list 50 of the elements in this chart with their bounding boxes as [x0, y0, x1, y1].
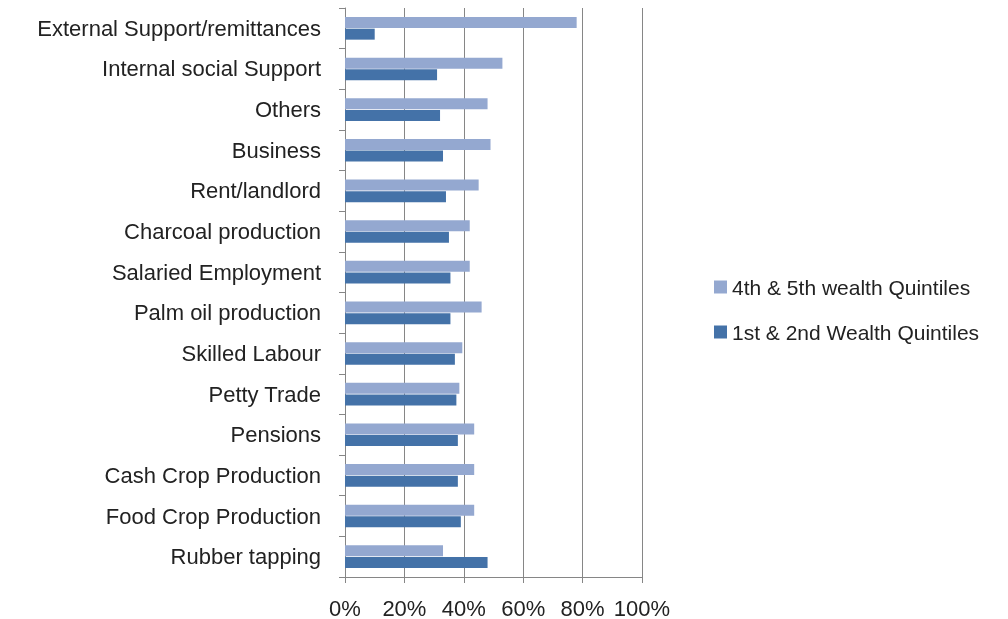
bar: [345, 98, 488, 110]
bar: [345, 557, 488, 569]
bar: [345, 394, 457, 406]
bar: [345, 545, 444, 557]
bar: [345, 464, 475, 476]
y-tick-label: Others: [254, 97, 321, 123]
x-tick-label: 100%: [613, 595, 671, 619]
y-tick-label: Pensions: [230, 422, 321, 448]
bar: [345, 150, 444, 162]
bar: [345, 342, 463, 354]
bar: [345, 504, 475, 516]
y-tick-label: Rent/landlord: [190, 178, 321, 204]
bar: [345, 353, 455, 365]
y-tick-label: Salaried Employment: [111, 259, 321, 285]
bar: [345, 231, 449, 243]
x-tick-label: 80%: [560, 595, 605, 619]
legend-label: 1st & 2nd Wealth Quintiles: [732, 320, 980, 344]
x-tick-label: 20%: [382, 595, 427, 619]
bar: [345, 179, 479, 191]
bar: [345, 220, 470, 232]
bar: [345, 382, 460, 394]
x-tick-label: 60%: [501, 595, 546, 619]
bar: [345, 57, 503, 69]
y-tick-label: Cash Crop Production: [104, 462, 321, 488]
y-tick-label: Skilled Labour: [181, 340, 321, 366]
x-tick-label: 0%: [329, 595, 361, 619]
y-tick-label: Business: [231, 137, 321, 163]
bar: [345, 423, 475, 435]
bar: [345, 301, 482, 313]
bar: [345, 28, 375, 40]
bar: [345, 69, 438, 81]
bar: [345, 516, 461, 528]
bar: [345, 109, 441, 121]
bar: [345, 191, 446, 203]
bar: [345, 138, 491, 150]
bar: [345, 475, 458, 487]
legend-label: 4th & 5th wealth Quintiles: [732, 275, 971, 299]
bar: [345, 313, 451, 325]
bar: [345, 272, 451, 284]
y-tick-label: Food Crop Production: [105, 503, 321, 529]
bar: [345, 260, 470, 272]
bar: [345, 435, 458, 447]
y-tick-label: External Support/remittances: [37, 15, 321, 41]
y-tick-label: Charcoal production: [124, 219, 321, 245]
x-tick-label: 40%: [441, 595, 486, 619]
y-tick-label: Palm oil production: [133, 300, 321, 326]
y-tick-label: Internal social Support: [102, 56, 321, 82]
y-tick-label: Petty Trade: [208, 381, 321, 407]
bar: [345, 16, 577, 28]
y-tick-label: Rubber tapping: [170, 544, 321, 570]
